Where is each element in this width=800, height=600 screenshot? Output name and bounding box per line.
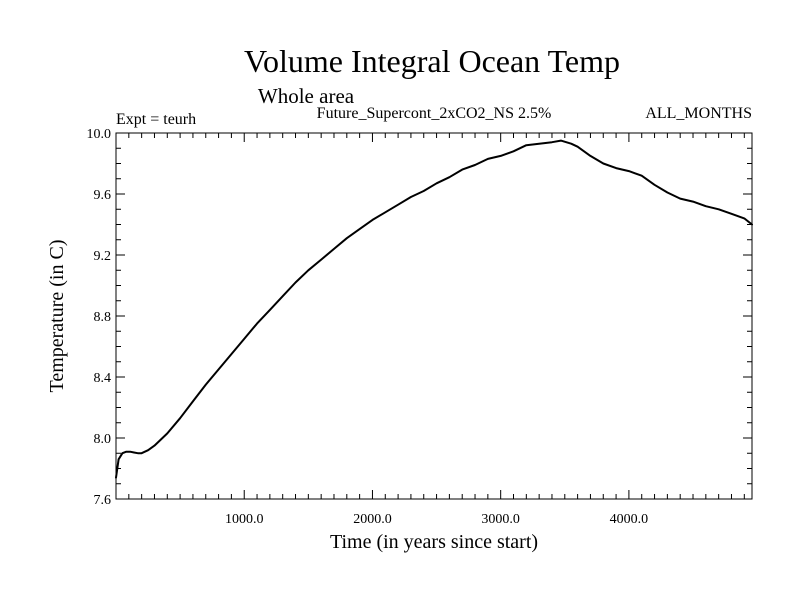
chart-title: Volume Integral Ocean Temp [244,43,620,79]
x-axis-label: Time (in years since start) [330,531,538,553]
expt-label: Expt = teurh [116,111,196,128]
y-axis-label: Temperature (in C) [46,240,68,393]
months-label: ALL_MONTHS [645,105,752,122]
y-tick-label: 7.6 [94,493,112,508]
y-tick-label: 8.4 [94,371,112,386]
run-label: Future_Supercont_2xCO2_NS 2.5% [317,105,552,122]
y-tick-label: 8.8 [94,310,112,325]
x-tick-labels: 1000.0 2000.0 3000.0 4000.0 [225,512,648,527]
y-tick-label: 9.2 [94,249,112,264]
x-tick-label: 2000.0 [353,512,392,527]
chart-subtitle: Whole area [258,84,355,108]
temperature-series-line [115,139,753,479]
y-tick-labels: 7.6 8.0 8.4 8.8 9.2 9.6 10.0 [87,127,112,508]
plot-frame [115,132,753,500]
y-tick-label: 10.0 [87,127,112,142]
x-tick-label: 1000.0 [225,512,264,527]
axis-ticks [116,133,752,499]
x-tick-label: 3000.0 [481,512,520,527]
x-tick-label: 4000.0 [610,512,649,527]
y-tick-label: 9.6 [94,188,112,203]
y-tick-label: 8.0 [94,432,112,447]
